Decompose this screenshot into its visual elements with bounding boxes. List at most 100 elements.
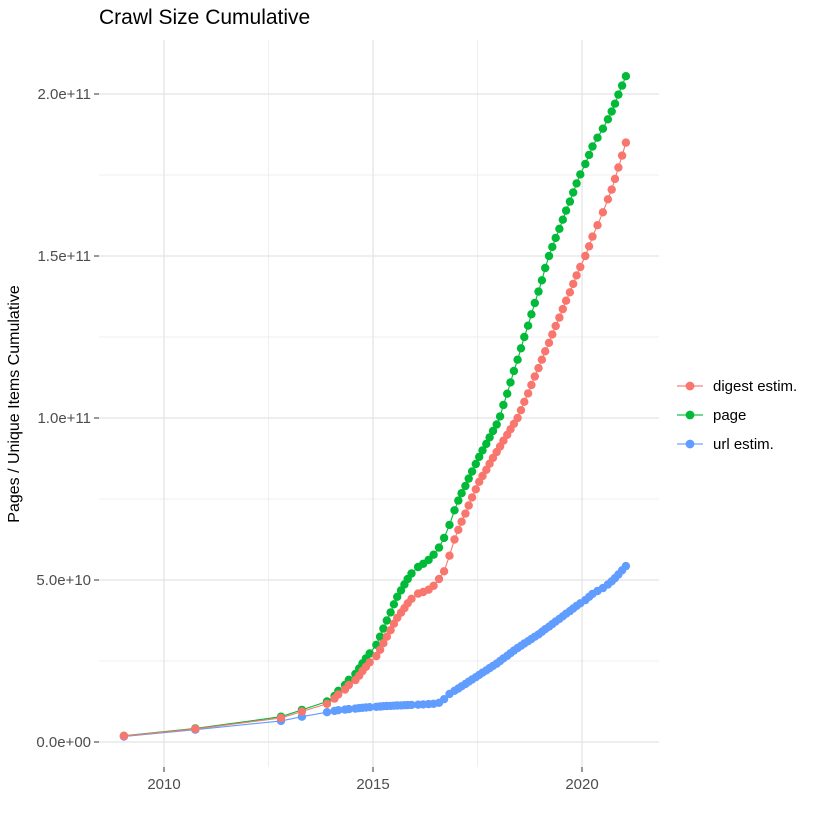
data-point	[344, 680, 353, 690]
legend-label: page	[713, 406, 747, 424]
data-point	[297, 707, 307, 716]
data-point	[506, 378, 515, 387]
data-point	[119, 731, 129, 741]
data-point	[555, 313, 564, 322]
data-point	[614, 163, 623, 172]
data-point	[621, 72, 631, 81]
data-point	[457, 517, 466, 526]
data-point	[461, 509, 470, 518]
data-point	[365, 703, 374, 712]
data-point	[520, 332, 529, 342]
x-tick-label: 2015	[356, 776, 389, 793]
x-tick-label: 2020	[565, 776, 598, 793]
data-point	[495, 412, 505, 421]
data-point	[450, 506, 459, 515]
data-point	[424, 555, 433, 565]
data-point	[375, 645, 385, 654]
data-point	[445, 520, 454, 530]
data-point	[555, 224, 564, 233]
data-point	[610, 99, 620, 108]
data-point	[603, 195, 613, 204]
data-point	[551, 321, 560, 331]
data-point	[576, 170, 585, 179]
data-point	[581, 251, 590, 261]
data-point	[485, 433, 494, 442]
axis-tick-labels: 2010 2015 2020 0.0e+00 5.0e+10 1.0e+11 1.5e+11…	[36, 86, 598, 793]
data-point	[598, 124, 608, 133]
data-point	[379, 639, 388, 648]
data-point	[471, 485, 480, 494]
data-point	[475, 452, 484, 462]
y-tick-label: 2.0e+11	[37, 86, 91, 103]
data-point	[523, 321, 533, 330]
data-point	[365, 649, 374, 658]
data-point	[382, 616, 391, 625]
data-point	[593, 221, 602, 230]
data-point	[584, 150, 594, 160]
series-digest-estim-	[119, 138, 631, 741]
data-point	[534, 363, 543, 373]
chart-title: Crawl Size Cumulative	[99, 6, 311, 29]
data-point	[482, 439, 491, 449]
data-point	[372, 651, 381, 661]
data-point	[439, 533, 449, 543]
data-point	[439, 567, 449, 576]
data-point	[454, 496, 463, 505]
data-point	[527, 380, 536, 390]
y-tick-label: 1.0e+11	[37, 410, 91, 427]
data-point	[386, 608, 395, 617]
data-point	[561, 296, 571, 305]
data-point	[464, 474, 473, 483]
major-gridlines	[99, 40, 659, 767]
data-point	[614, 90, 623, 99]
data-point	[588, 142, 597, 151]
data-series-layer	[119, 72, 631, 741]
data-point	[322, 699, 332, 708]
data-point	[584, 242, 594, 251]
data-point	[365, 658, 374, 667]
data-point	[523, 389, 533, 398]
data-point	[541, 347, 550, 356]
data-point	[565, 288, 575, 297]
data-point	[548, 242, 557, 252]
data-point	[561, 206, 571, 215]
data-point	[603, 115, 613, 124]
data-point	[429, 550, 438, 559]
data-point	[544, 338, 554, 347]
data-point	[537, 276, 547, 285]
data-point	[334, 706, 343, 715]
data-point	[492, 420, 501, 429]
data-point	[513, 413, 522, 423]
data-point	[565, 197, 575, 206]
data-point	[617, 81, 627, 90]
data-point	[503, 389, 512, 398]
data-point	[558, 304, 567, 314]
data-point	[516, 344, 526, 353]
data-point	[386, 626, 395, 635]
data-point	[467, 493, 477, 502]
minor-gridlines	[99, 40, 659, 767]
data-point	[569, 279, 578, 289]
data-point	[576, 262, 585, 272]
data-point	[534, 287, 543, 296]
legend-key-digest-estim-icon	[677, 381, 703, 391]
data-point	[617, 151, 627, 160]
data-point	[276, 713, 286, 723]
legend-label: digest estim.	[713, 377, 798, 395]
data-point	[572, 271, 581, 280]
data-point	[429, 581, 438, 590]
data-point	[527, 310, 536, 319]
data-point	[478, 446, 487, 455]
data-point	[537, 355, 547, 364]
legend-key-dot	[685, 410, 695, 420]
legend-key-dot	[685, 439, 695, 449]
data-point	[541, 263, 550, 273]
data-point	[382, 632, 391, 641]
legend-entry-digest-estim: digest estim.	[676, 376, 797, 396]
data-point	[488, 426, 498, 436]
data-point	[581, 159, 590, 169]
data-point	[516, 406, 526, 415]
data-point	[322, 708, 332, 717]
data-point	[621, 561, 631, 571]
